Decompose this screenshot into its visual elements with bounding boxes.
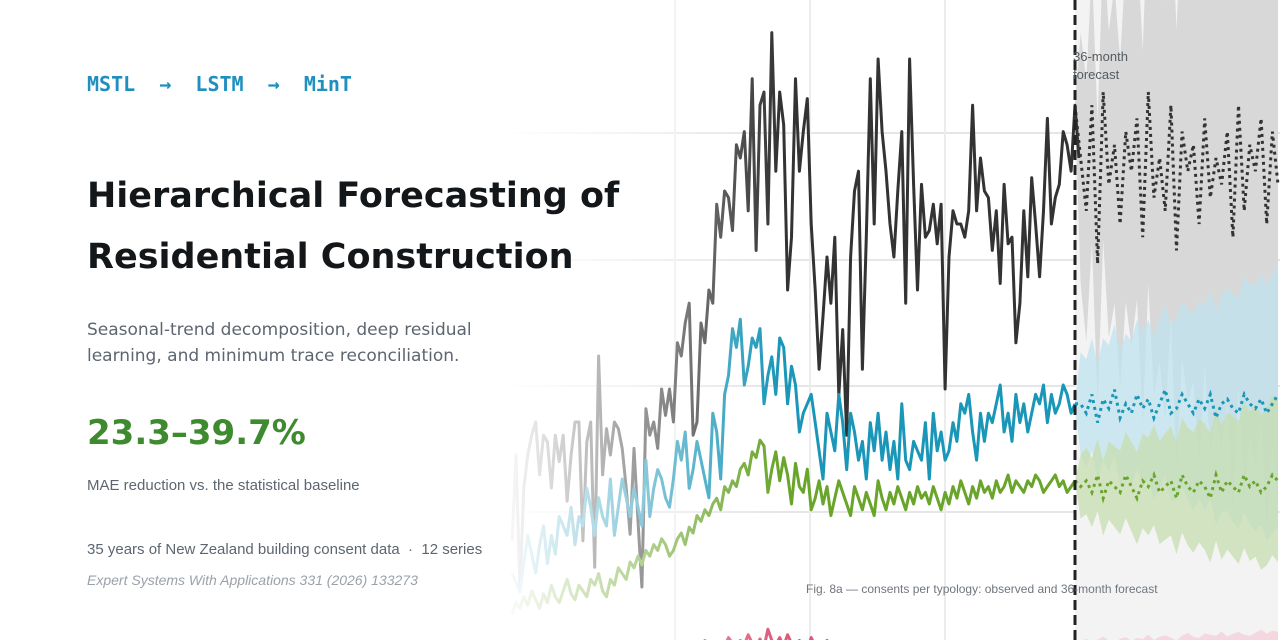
metric-label: MAE reduction vs. the statistical baseli… [87, 477, 360, 494]
data-description: 35 years of New Zealand building consent… [87, 541, 483, 558]
pipeline-step-mstl: MSTL [87, 72, 136, 96]
title-line-2: Residential Construction [87, 237, 574, 277]
pipeline-steps: MSTL → LSTM → MinT [87, 72, 352, 96]
headline-metric: 23.3–39.7% [87, 413, 306, 453]
pipeline-step-lstm: LSTM [195, 72, 244, 96]
series-line-3 [703, 627, 829, 640]
arrow-icon: → [159, 72, 172, 96]
page-title: Hierarchical Forecasting of Residential C… [87, 166, 687, 288]
citation: Expert Systems With Applications 331 (20… [87, 572, 418, 588]
forecast-label: 36-month forecast [1073, 49, 1128, 82]
series-layer [510, 31, 1081, 640]
pipeline-step-mint: MinT [303, 72, 352, 96]
subtitle: Seasonal-trend decomposition, deep resid… [87, 320, 472, 366]
figure-caption: Fig. 8a — consents per typology: observe… [806, 582, 1158, 596]
forecast-bands [1075, 0, 1278, 640]
arrow-icon: → [267, 72, 280, 96]
title-line-1: Hierarchical Forecasting of [87, 176, 620, 216]
